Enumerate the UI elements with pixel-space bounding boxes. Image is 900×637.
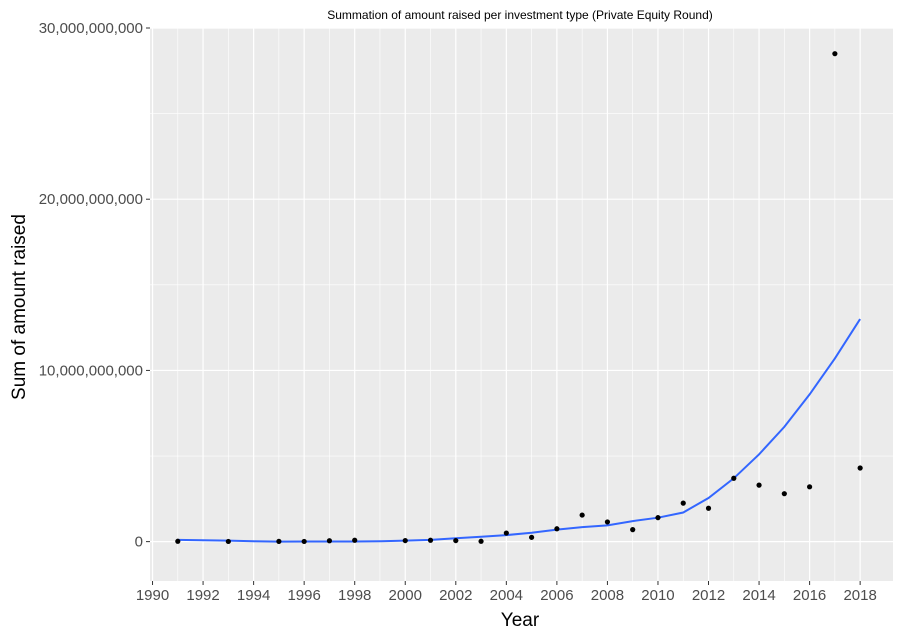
data-point — [225, 538, 231, 545]
grid — [150, 27, 893, 581]
data-point — [478, 538, 484, 544]
x-tick-label: 2006 — [540, 587, 573, 604]
x-tick-label: 2008 — [591, 587, 624, 604]
x-tick-label: 1996 — [287, 587, 320, 604]
x-tick-label: 2010 — [641, 587, 674, 604]
y-tick-label: 30,000,000,000 — [39, 20, 143, 37]
x-tick-label: 2002 — [439, 587, 472, 604]
data-point — [579, 512, 585, 518]
x-axis: 1990 1992 1994 1996 1998 2000 2002 2004 2006 2008… — [136, 581, 877, 604]
x-tick-label: 1992 — [186, 587, 219, 604]
data-point — [427, 537, 434, 543]
x-tick-label: 2012 — [692, 587, 725, 604]
data-point — [604, 519, 611, 525]
data-point — [807, 484, 813, 490]
data-point — [630, 527, 636, 533]
x-tick-label: 2014 — [742, 587, 775, 604]
data-point — [402, 537, 408, 544]
trend-line — [177, 318, 861, 543]
data-point — [326, 538, 333, 544]
plot-panel — [150, 28, 893, 581]
data-point — [756, 482, 762, 488]
data-point — [554, 526, 560, 532]
x-tick-label: 1990 — [136, 587, 169, 604]
data-points — [175, 51, 863, 545]
data-point — [857, 465, 863, 471]
x-tick-label: 2004 — [490, 587, 523, 604]
data-point — [503, 530, 509, 536]
y-tick-label: 10,000,000,000 — [39, 362, 143, 379]
data-point — [781, 491, 787, 497]
data-point — [529, 534, 535, 540]
data-point — [832, 51, 838, 57]
data-point — [680, 500, 686, 506]
data-point — [352, 537, 358, 543]
y-tick-label: 20,000,000,000 — [39, 191, 143, 208]
x-tick-label: 1998 — [338, 587, 371, 604]
data-point — [705, 505, 712, 511]
data-point — [301, 538, 307, 545]
x-tick-label: 1994 — [237, 587, 270, 604]
x-tick-label: 2018 — [843, 587, 876, 604]
y-axis-title: Sum of amount raised — [9, 214, 30, 400]
data-point — [276, 538, 282, 544]
x-tick-label: 2000 — [389, 587, 422, 604]
x-tick-label: 2016 — [793, 587, 826, 604]
y-axis: 0 10,000,000,000 20,000,000,000 30,000,000,… — [39, 20, 150, 551]
data-point — [175, 538, 181, 544]
data-point — [453, 537, 459, 544]
x-axis-title: Year — [501, 610, 540, 631]
y-tick-label: 0 — [135, 534, 143, 551]
chart-title: Summation of amount raised per investmen… — [327, 8, 713, 22]
data-point — [731, 475, 737, 481]
data-point — [655, 515, 661, 521]
